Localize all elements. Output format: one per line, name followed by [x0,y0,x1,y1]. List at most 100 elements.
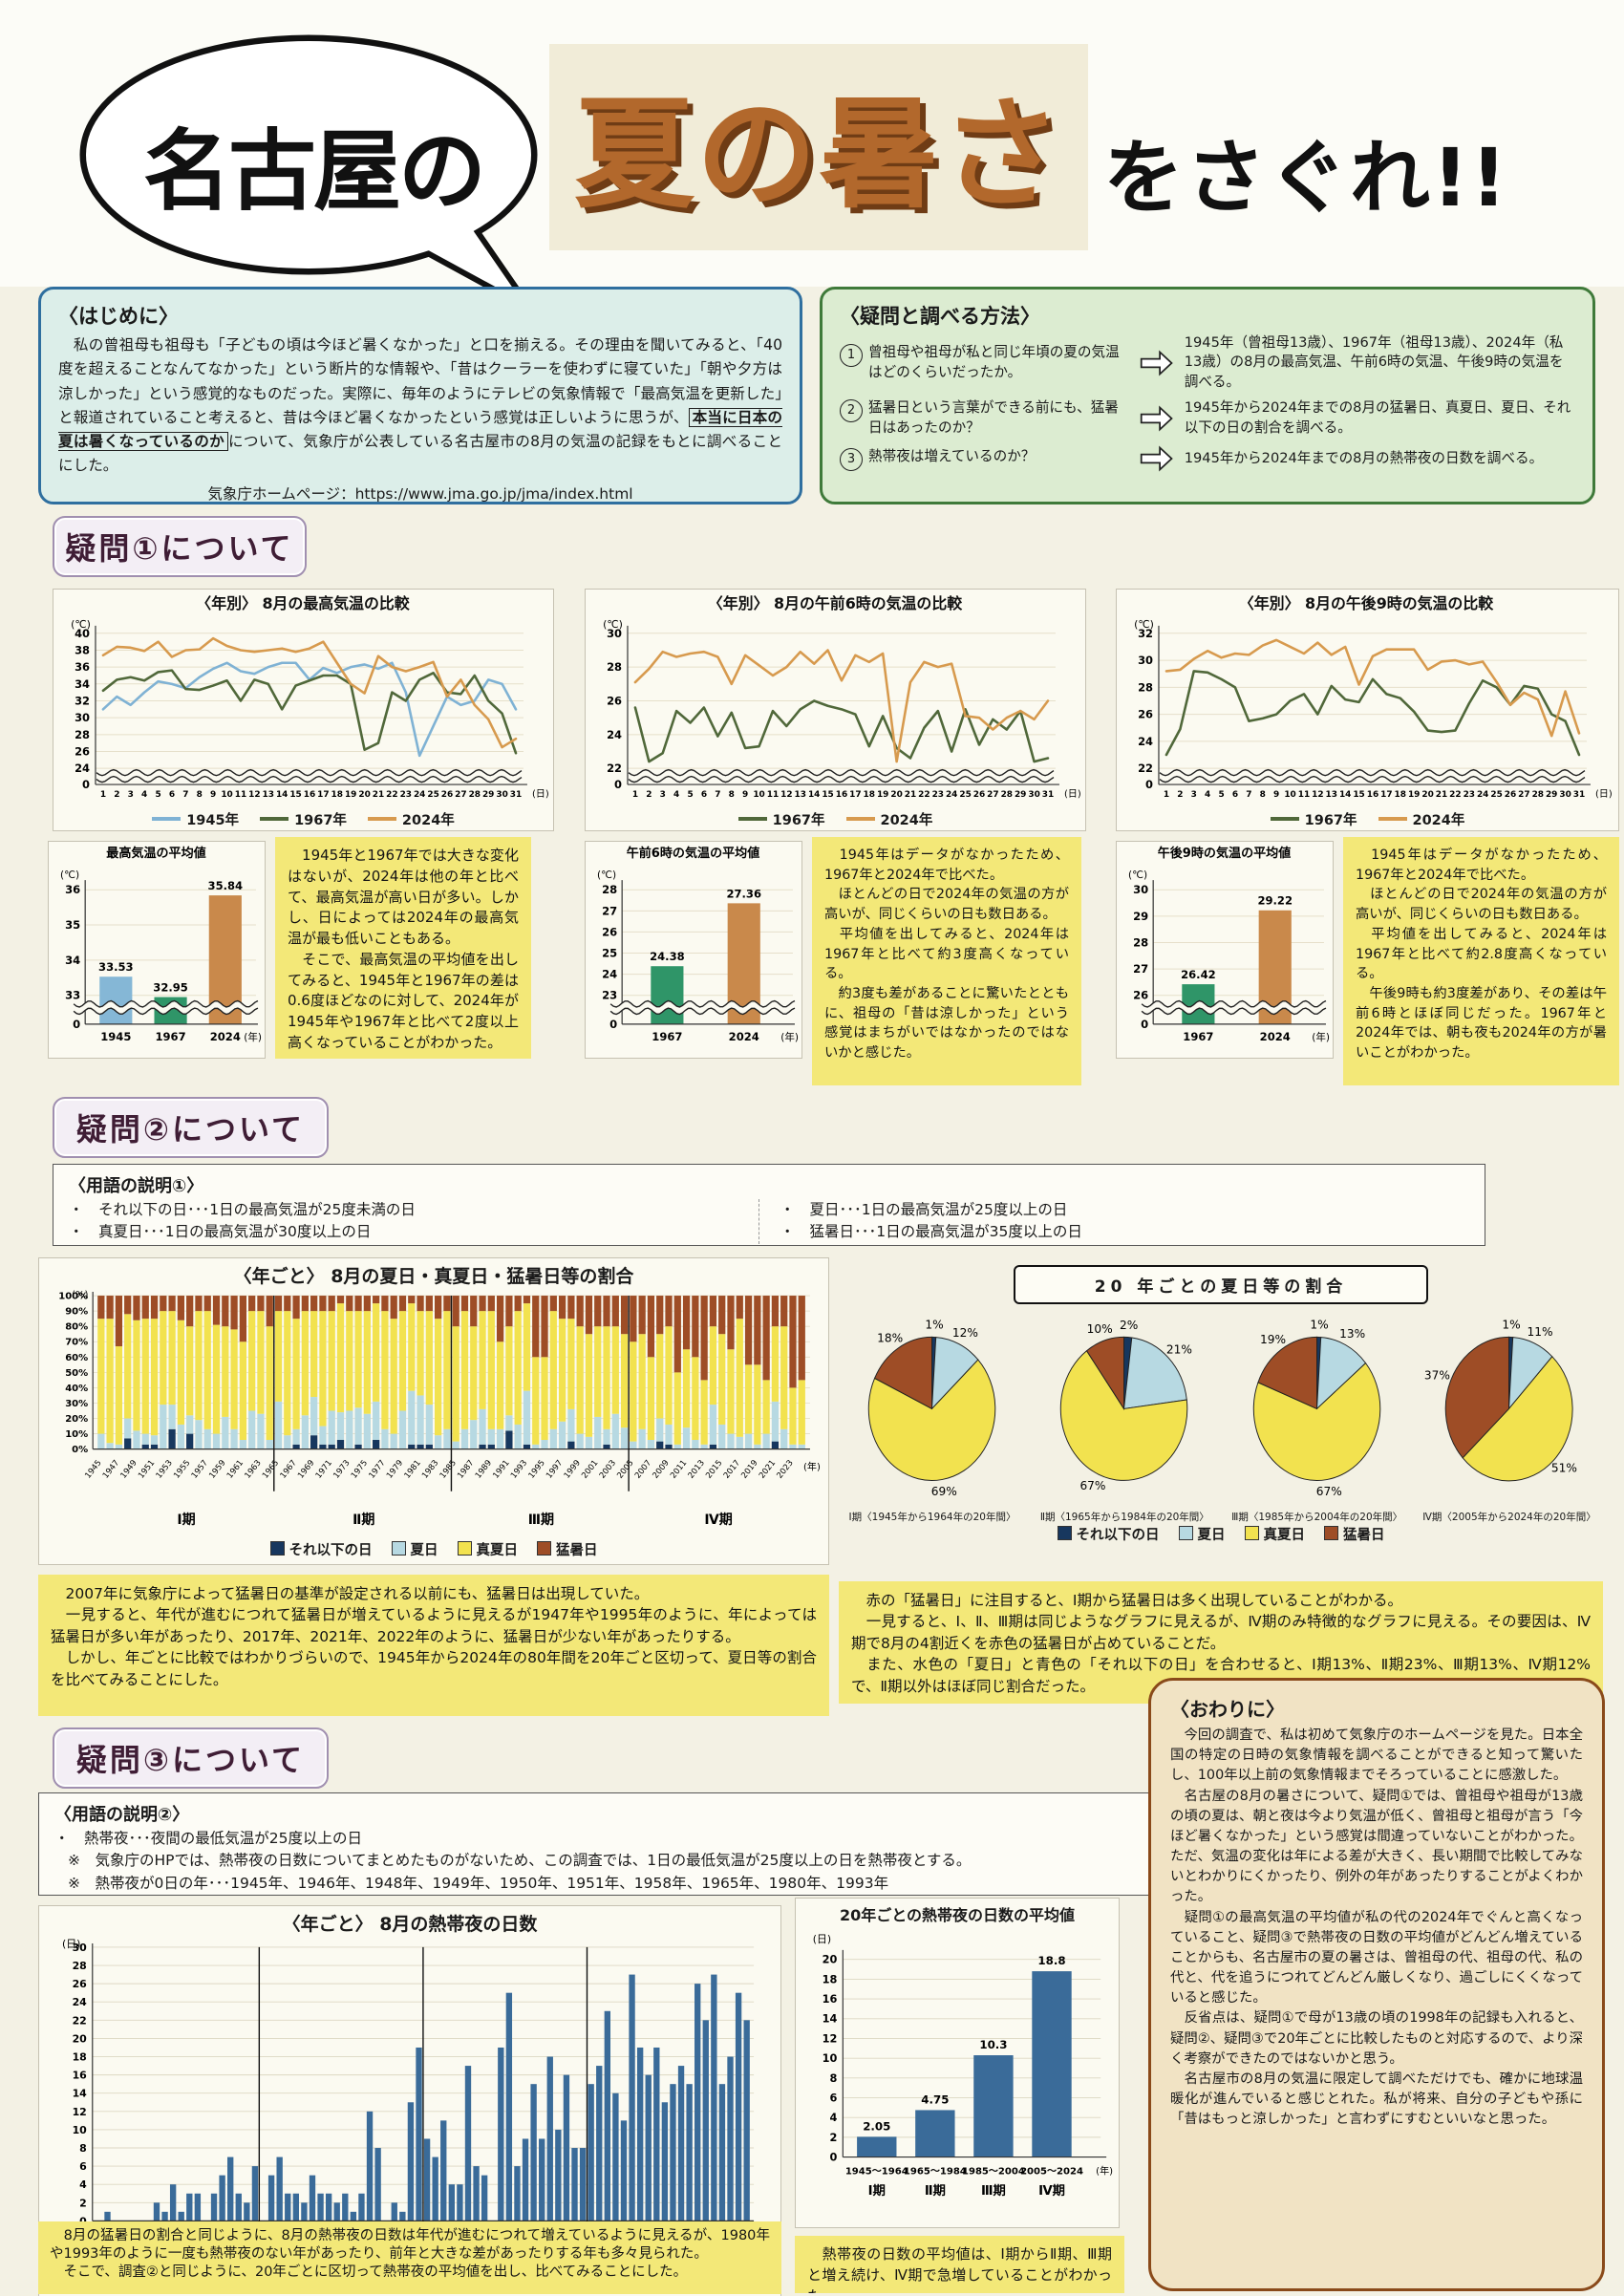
bar-chart-9pm-avg: 午後9時の気温の平均値 (℃) 26 27 28 29 30 0 26.42 1967 29.22 2… [1117,842,1333,1061]
pie-svg: 1% 13% 67% 19% [1252,1319,1380,1498]
svg-text:(日): (日) [813,1933,831,1945]
svg-text:23: 23 [602,989,617,1002]
svg-text:30: 30 [75,711,90,724]
svg-text:28: 28 [1001,790,1013,800]
svg-text:2009: 2009 [652,1458,672,1480]
svg-text:24: 24 [1138,735,1153,748]
bar-chart-panel-6am-avg: 午前6時の気温の平均値 (℃) 23 24 25 26 27 28 0 24.38 1967 27.3… [585,841,802,1059]
svg-text:6: 6 [701,790,707,800]
svg-text:18: 18 [1395,790,1406,800]
method-description: 1945年から2024年までの8月の熱帯夜の日数を調べる。 [1184,449,1544,466]
svg-text:22: 22 [73,2014,87,2027]
page-title-main: 夏の暑さ [549,44,1088,250]
svg-text:12: 12 [823,2031,838,2045]
svg-text:0%: 0% [72,1445,88,1455]
svg-text:2005: 2005 [615,1458,635,1480]
svg-text:12: 12 [248,790,260,800]
glossary1-heading: 〈用語の説明①〉 [69,1176,204,1196]
svg-text:2007: 2007 [633,1458,653,1480]
svg-text:20: 20 [1421,790,1433,800]
svg-text:0: 0 [1141,1018,1148,1031]
svg-text:30: 30 [607,627,622,640]
svg-text:1949: 1949 [119,1458,139,1480]
svg-text:Ⅱ期: Ⅱ期 [353,1513,374,1528]
svg-text:7: 7 [182,790,188,800]
avg-bar-Ⅲ期 [973,2055,1014,2157]
svg-text:3: 3 [128,790,134,800]
outro-paragraph: 疑問①の最高気温の平均値が私の代の2024年でぐんと高くなっていること、疑問③で… [1170,1909,1583,2006]
svg-text:23: 23 [1464,790,1475,800]
svg-text:(℃): (℃) [1128,869,1147,881]
svg-text:28: 28 [1138,680,1153,694]
circled-number-icon: 1 [840,344,863,368]
pie-svg: 1% 12% 69% 18% [867,1319,996,1498]
svg-text:32.95: 32.95 [153,981,188,995]
svg-text:10: 10 [1284,790,1295,800]
bar-chart-max-avg: 最高気温の平均値 (℃) 33 34 35 36 0 33.53 1945 32.95 1967 35… [49,842,265,1061]
svg-text:Ⅲ期: Ⅲ期 [981,2183,1006,2199]
svg-text:1987: 1987 [456,1458,476,1480]
svg-text:40: 40 [75,627,90,640]
svg-text:14: 14 [276,790,288,800]
pie-charts-area: 20 年ごとの夏日等の割合 1% 12% 69% 18% Ⅰ期〈1945年から1964年… [839,1265,1603,1573]
svg-text:13: 13 [795,790,806,800]
svg-text:22: 22 [1138,762,1153,775]
outro-paragraph: 反省点は、疑問①で母が13歳の頃の1998年の記録も入れると、疑問②、疑問③で2… [1170,2010,1583,2067]
series-2024年 [101,636,518,749]
svg-text:12: 12 [780,790,792,800]
avg-bar-Ⅰ期 [857,2136,897,2157]
legend-item: 2024年 [1378,809,1464,829]
svg-text:29: 29 [1015,790,1026,800]
glossary1-box: 〈用語の説明①〉 ・ それ以下の日･･･1日の最高気温が25度未満の日 ・ 真夏… [53,1164,1485,1246]
stacked-chart-title: 〈年ごと〉 8月の夏日・真夏日・猛暑日等の割合 [233,1266,634,1287]
svg-text:22: 22 [386,790,397,800]
svg-text:18: 18 [331,790,343,800]
method-row: 1 曾祖母や祖母が私と同じ年頃の夏の気温はどのくらいだったか。 1945年（曾祖母… [840,333,1575,392]
legend-item: 真夏日 [457,1539,518,1559]
svg-text:18: 18 [823,1972,838,1985]
chart-legend: 1967年 2024年 [586,806,1085,831]
pie-chart: 1% 13% 67% 19% Ⅲ期〈1985年から2004年の20年間〉 [1224,1310,1411,1524]
svg-text:1955: 1955 [172,1458,192,1480]
page-title-suffix: をさぐれ!! [1103,131,1509,225]
svg-text:11: 11 [1298,790,1310,800]
svg-text:38: 38 [75,643,90,656]
avg-bar-chart-svg: 午後9時の気温の平均値 (℃) 26 27 28 29 30 0 26.42 1967 29.22 2… [1128,846,1330,1043]
svg-text:2017: 2017 [722,1458,742,1480]
legend-swatch [845,817,875,821]
svg-text:36: 36 [65,883,80,896]
svg-text:1991: 1991 [491,1458,511,1480]
intro-box: 〈はじめに〉 私の曾祖母も祖母も「子どもの頃は今ほど暑くなかった」と口を揃える。… [38,287,802,504]
svg-text:26: 26 [73,1978,88,1990]
svg-text:28: 28 [73,1960,87,1972]
svg-text:27: 27 [1518,790,1529,800]
legend-label: 1967年 [294,812,347,828]
svg-text:(年): (年) [780,1031,799,1043]
section-badge-q3: 疑問③について [53,1727,329,1789]
svg-text:(年): (年) [1096,2164,1113,2177]
series-1967年 [101,669,518,755]
svg-text:28: 28 [75,728,90,741]
pie-chart: 2% 21% 67% 10% Ⅱ期〈1965年から1984年の20年間〉 [1031,1310,1218,1524]
svg-text:24: 24 [414,790,425,800]
svg-text:4: 4 [79,2178,87,2191]
svg-text:9: 9 [742,790,748,800]
pie-svg: 2% 21% 67% 10% [1060,1319,1192,1492]
svg-text:2015: 2015 [704,1458,724,1480]
legend-label: 1967年 [772,812,825,828]
glossary1-left: ・ それ以下の日･･･1日の最高気温が25度未満の日 ・ 真夏日･･･1日の最高… [69,1199,759,1244]
svg-text:14: 14 [823,2012,838,2026]
legend-swatch [260,817,289,821]
svg-text:2: 2 [1177,790,1183,800]
line-chart-panel-max-temp: 〈年別〉 8月の最高気温の比較 (℃) 24 26 28 30 32 34 36 38 40 0 1 2 3… [53,589,554,831]
svg-text:14: 14 [808,790,820,800]
circled-number-icon: 2 [840,399,863,423]
svg-text:1969: 1969 [296,1458,316,1480]
intro-body-pre: 私の曾祖母も祖母も「子どもの頃は今ほど暑くなかった」と口を揃える。その理由を聞い… [58,336,782,426]
glossary-term: ・ 熱帯夜･･･夜間の最低気温が25度以上の日 [54,1830,362,1847]
svg-text:33: 33 [65,989,80,1002]
svg-text:30: 30 [1133,883,1148,896]
svg-text:1: 1 [632,790,638,800]
tropical-avg-title: 20年ごとの熱帯夜の日数の平均値 [839,1906,1076,1924]
